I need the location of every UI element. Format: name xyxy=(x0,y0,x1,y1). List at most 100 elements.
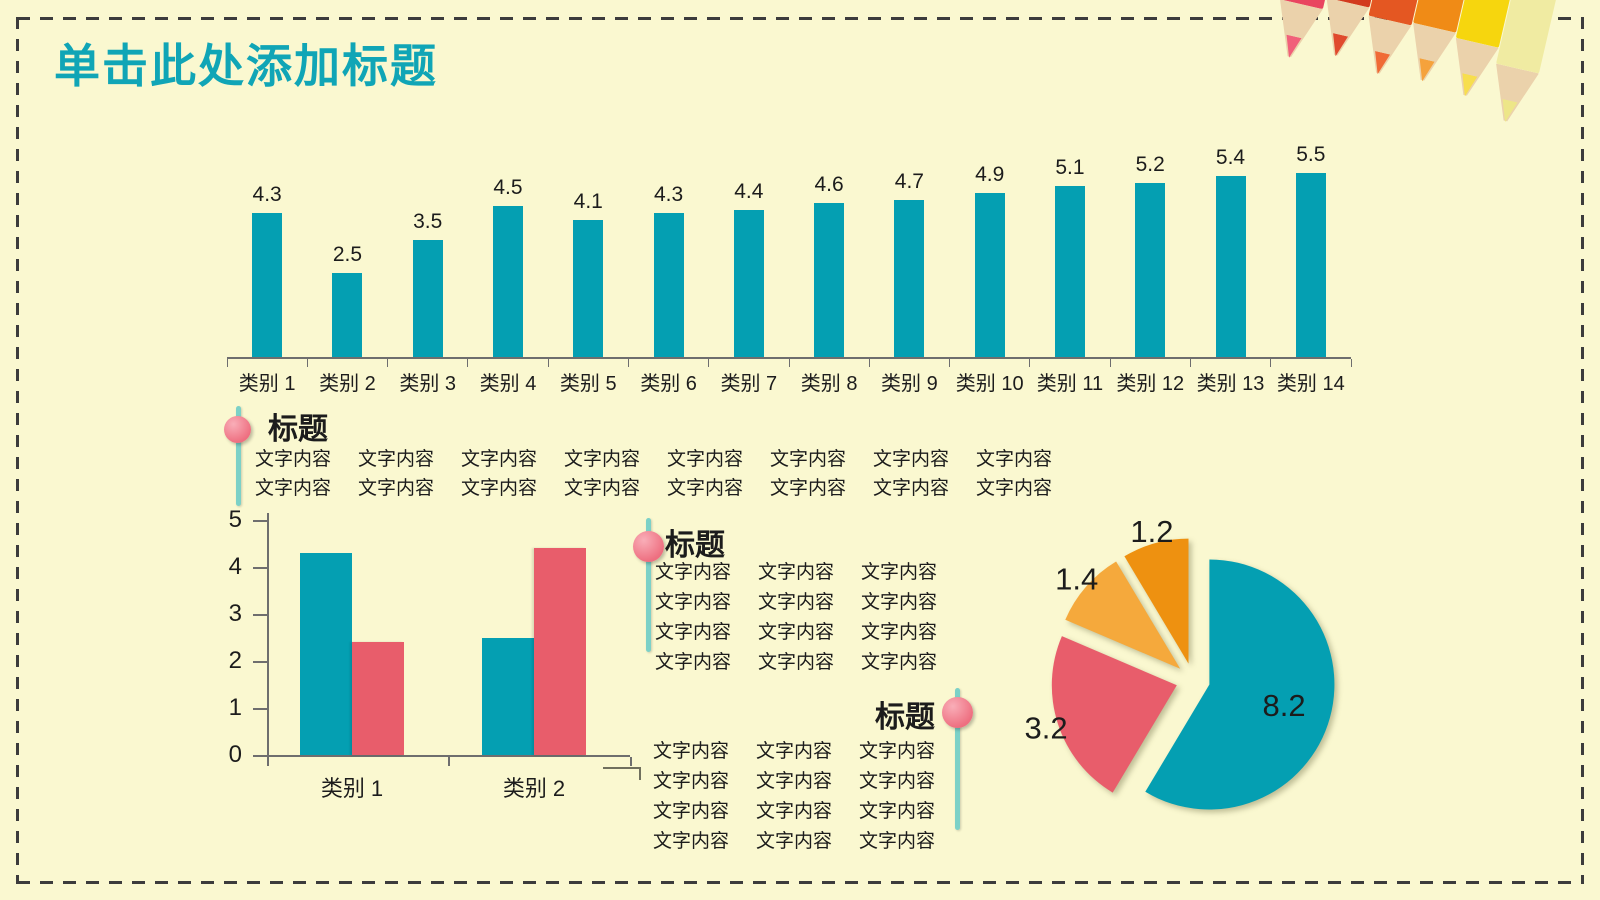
bar-value-label: 4.4 xyxy=(734,179,764,203)
bar xyxy=(534,548,586,755)
bar xyxy=(1295,172,1326,357)
bar-cell: 5.2 xyxy=(1110,153,1190,357)
text-cell: 文字内容 xyxy=(858,741,935,762)
category-label: 类别 7 xyxy=(720,373,778,395)
text-cell: 文字内容 xyxy=(770,478,847,499)
text-cell: 文字内容 xyxy=(858,801,935,822)
text-cell: 文字内容 xyxy=(461,449,538,470)
bullet-marker-icon xyxy=(942,697,973,728)
bullet-marker-icon xyxy=(224,416,251,443)
category-label: 类别 1 xyxy=(320,776,384,801)
bar-value-label: 5.5 xyxy=(1296,142,1326,166)
bar xyxy=(492,206,523,357)
pie-slice xyxy=(1124,538,1189,664)
bar-cell: 4.1 xyxy=(548,190,628,357)
accent-line xyxy=(955,688,960,830)
pie-data-label: 1.2 xyxy=(1130,514,1173,549)
text-cell: 文字内容 xyxy=(858,831,935,852)
block-2-text-grid: 文字内容 文字内容 文字内容 文字内容 文字内容 文字内容 文字内容 文字内容 文字内容 文字内容… xyxy=(655,557,937,674)
x-axis-line xyxy=(226,357,1352,367)
category-label: 类别 8 xyxy=(800,373,858,395)
y-axis-label: 3 xyxy=(228,600,242,627)
category-label: 类别 12 xyxy=(1116,373,1185,395)
bar-value-label: 4.3 xyxy=(653,182,684,206)
bar-area: 4.3 2.5 3.5 4.5 4.1 4.3 4.4 4.6 4.7 4.9 5.1 5.2 5.4 5… xyxy=(227,142,1351,357)
bar-cell: 2.5 xyxy=(307,243,387,357)
dashed-border-left xyxy=(16,17,19,884)
bar-cell: 5.4 xyxy=(1190,146,1270,357)
text-cell: 文字内容 xyxy=(861,562,938,583)
bar-value-label: 4.9 xyxy=(975,162,1005,186)
axis-tick-icon xyxy=(1189,359,1191,367)
text-cell: 文字内容 xyxy=(667,449,744,470)
axis-tick-icon xyxy=(708,359,710,367)
block-1-text-grid: 文字内容 文字内容 文字内容 文字内容 文字内容 文字内容 文字内容 文字内容 文字内容 文字内容… xyxy=(255,444,1052,500)
bar-cell: 3.5 xyxy=(388,210,468,357)
category-label: 类别 4 xyxy=(479,373,537,395)
text-cell: 文字内容 xyxy=(873,478,950,499)
bar xyxy=(1215,176,1246,357)
axis-tick-icon xyxy=(1270,359,1272,367)
axis-tick-icon xyxy=(306,359,308,367)
accent-line xyxy=(236,406,241,506)
text-cell: 文字内容 xyxy=(667,478,744,499)
pie-chart: 8.2 3.2 1.4 1.2 xyxy=(1025,514,1335,810)
bar xyxy=(1054,186,1085,357)
axis-tick-icon xyxy=(1350,359,1352,367)
text-cell: 文字内容 xyxy=(755,831,832,852)
big-bar-chart: 4.3 2.5 3.5 4.5 4.1 4.3 4.4 4.6 4.7 4.9 5.1 5.2 5.4 5… xyxy=(226,142,1352,396)
category-label: 类别 11 xyxy=(1036,373,1104,395)
text-cell: 文字内容 xyxy=(861,592,938,613)
category-label: 类别 13 xyxy=(1196,373,1265,395)
block-2-title: 标题 xyxy=(665,529,725,562)
bar-value-label: 5.1 xyxy=(1055,156,1085,180)
y-axis-label: 2 xyxy=(228,647,242,674)
axis-tick-icon xyxy=(448,757,450,766)
text-cell: 文字内容 xyxy=(655,622,732,643)
bar-value-label: 4.6 xyxy=(814,172,844,196)
text-cell: 文字内容 xyxy=(758,622,835,643)
text-cell: 文字内容 xyxy=(255,478,332,499)
block-1-title: 标题 xyxy=(268,413,328,446)
bar-value-label: 2.5 xyxy=(332,243,363,267)
y-axis-line xyxy=(267,513,269,757)
y-axis-label: 4 xyxy=(228,553,242,580)
dashed-border-top xyxy=(17,17,1583,20)
pie-slice xyxy=(1051,636,1177,793)
category-label: 类别 2 xyxy=(502,776,566,801)
bar xyxy=(814,202,845,357)
bar-value-label: 4.3 xyxy=(252,182,282,206)
axis-tick-icon xyxy=(267,757,269,766)
text-cell: 文字内容 xyxy=(755,801,832,822)
category-label: 类别 9 xyxy=(881,373,938,395)
text-cell: 文字内容 xyxy=(358,449,435,470)
axis-tick-icon xyxy=(949,359,951,367)
text-cell: 文字内容 xyxy=(758,562,835,583)
text-cell: 文字内容 xyxy=(758,592,835,613)
axis-tick-icon xyxy=(868,359,870,367)
bar xyxy=(332,273,363,357)
pie-data-label: 8.2 xyxy=(1263,688,1306,723)
bar-value-label: 3.5 xyxy=(413,209,443,233)
text-cell: 文字内容 xyxy=(652,801,729,822)
bar-cell: 4.7 xyxy=(869,170,949,357)
axis-tick-icon xyxy=(253,661,267,663)
bar-value-label: 4.7 xyxy=(894,169,924,193)
corner-bracket-decoration xyxy=(603,767,641,780)
bar xyxy=(894,199,925,357)
y-axis-label: 5 xyxy=(228,506,242,533)
pie-slice xyxy=(1145,559,1335,810)
dashed-border-bottom xyxy=(17,881,1583,884)
axis-tick-icon xyxy=(253,708,267,710)
bar-cell: 4.3 xyxy=(628,183,708,357)
bar xyxy=(1135,182,1166,357)
x-axis-line xyxy=(267,755,630,757)
text-cell: 文字内容 xyxy=(652,831,729,852)
axis-tick-icon xyxy=(788,359,790,367)
bar xyxy=(653,212,684,357)
bar-cell: 5.1 xyxy=(1030,156,1110,357)
bar-cell: 4.6 xyxy=(789,173,869,357)
text-cell: 文字内容 xyxy=(976,449,1053,470)
bar-value-label: 4.5 xyxy=(493,176,523,200)
axis-tick-icon xyxy=(387,359,389,367)
